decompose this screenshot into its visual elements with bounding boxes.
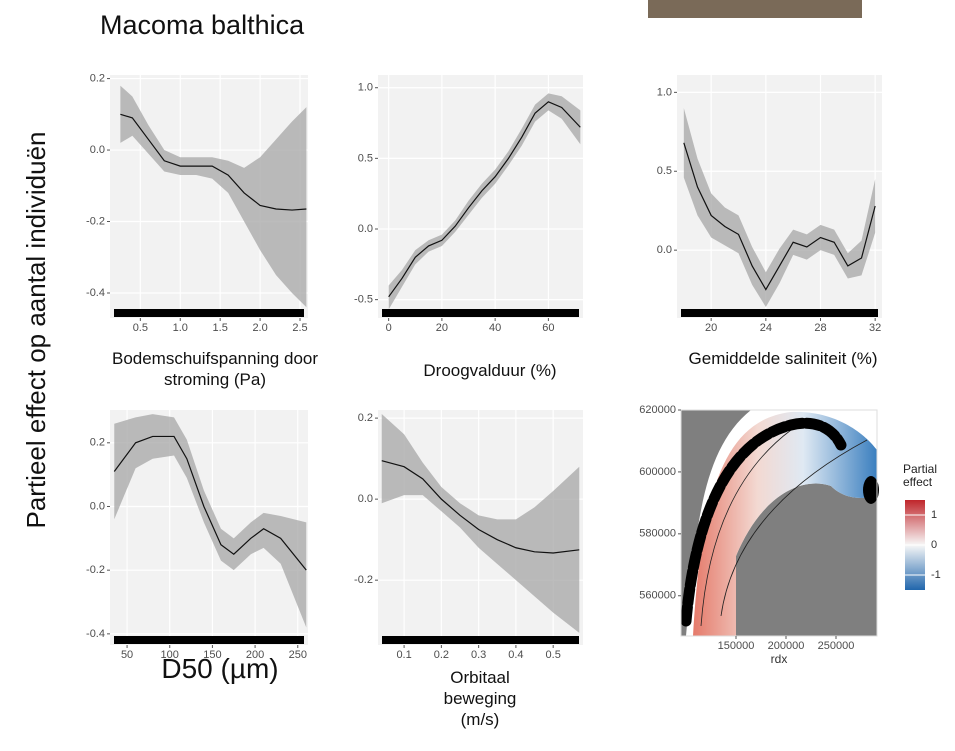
y-tick-label: -0.2 [86,564,105,576]
effect-surface [693,411,877,636]
x-tick-label: 20 [705,322,717,334]
y-tick-label: 0.0 [358,493,373,505]
x-tick-label: 50 [121,649,133,661]
y-tick-label: 0.0 [90,500,105,512]
landmass [681,410,751,636]
landmass [736,483,877,636]
x-tick-label: 250 [289,649,307,661]
colorbar-label: 1 [931,509,937,521]
x-axis-label: Orbitaal beweging (m/s) [443,668,517,729]
x-tick-label: 200 [246,649,264,661]
x-tick-label: 60 [542,322,554,334]
x-tick-label: 0.5 [546,649,561,661]
x-tick-label: 0.5 [133,322,148,334]
y-tick-label: 560000 [639,590,676,602]
x-axis-label: Bodemschuifspanning door stroming (Pa) [111,349,319,389]
y-axis-label: Partieel effect op aantal individuën [21,131,51,528]
rug [382,309,579,317]
x-tick-label: 32 [869,322,881,334]
y-tick-label: 0.5 [358,152,373,164]
confidence-band [120,85,307,308]
rug [114,309,304,317]
x-tick-label: 250000 [818,640,855,652]
sample-points [863,476,879,504]
contour [720,439,868,617]
x-tick-label: 0 [386,322,392,334]
x-tick-label: 0.4 [508,649,523,661]
legend-title: Partial effect [903,462,937,489]
y-tick-label: 0.5 [657,165,672,177]
colorbar-label: -1 [931,569,941,581]
rug [114,636,304,644]
x-tick-label: 200000 [768,640,805,652]
x-axis-label: Gemiddelde saliniteit (%) [688,349,878,368]
y-tick-label: -0.2 [86,215,105,227]
y-tick-label: 0.0 [358,223,373,235]
x-tick-label: 1.0 [173,322,188,334]
x-tick-label: 20 [436,322,448,334]
x-tick-label: 24 [760,322,772,334]
y-tick-label: 1.0 [358,82,373,94]
confidence-band [683,108,876,307]
confidence-band [381,414,580,633]
x-tick-label: 2.5 [292,322,307,334]
photo [648,0,862,18]
fit-line [120,113,307,211]
contour [700,429,792,627]
x-tick-label: 1.5 [213,322,228,334]
y-tick-label: 0.2 [90,437,105,449]
y-tick-label: -0.4 [86,287,105,299]
x-tick-label: 150 [203,649,221,661]
rug [681,309,878,317]
x-tick-label: 150000 [718,640,755,652]
y-tick-label: 600000 [639,466,676,478]
confidence-band [388,93,581,310]
fit-line [381,460,580,554]
x-tick-label: 0.2 [434,649,449,661]
x-tick-label: 100 [161,649,179,661]
y-tick-label: -0.2 [354,574,373,586]
x-tick-label: 0.3 [471,649,486,661]
rug [382,636,579,644]
x-axis-label: D50 (µm) [161,653,279,684]
colorbar-label: 0 [931,539,937,551]
y-tick-label: 0.0 [657,244,672,256]
plot-background [680,409,878,637]
y-tick-label: 580000 [639,528,676,540]
y-tick-label: 0.0 [90,144,105,156]
y-tick-label: 1.0 [657,86,672,98]
y-tick-label: 0.2 [90,72,105,84]
y-tick-label: -0.4 [86,628,105,640]
sample-points [680,417,847,627]
fit-line [113,435,307,571]
y-tick-label: 620000 [639,404,676,416]
x-axis-label: Droogvalduur (%) [423,361,557,380]
y-tick-label: -0.5 [354,294,373,306]
y-tick-label: 0.2 [358,412,373,424]
x-tick-label: 0.1 [396,649,411,661]
x-tick-label: 2.0 [252,322,267,334]
x-tick-label: 28 [814,322,826,334]
fit-line [683,142,876,291]
figure-title: Macoma balthica [100,10,305,40]
x-axis-title: rdx [771,652,788,666]
x-tick-label: 40 [489,322,501,334]
fit-line [388,101,581,298]
